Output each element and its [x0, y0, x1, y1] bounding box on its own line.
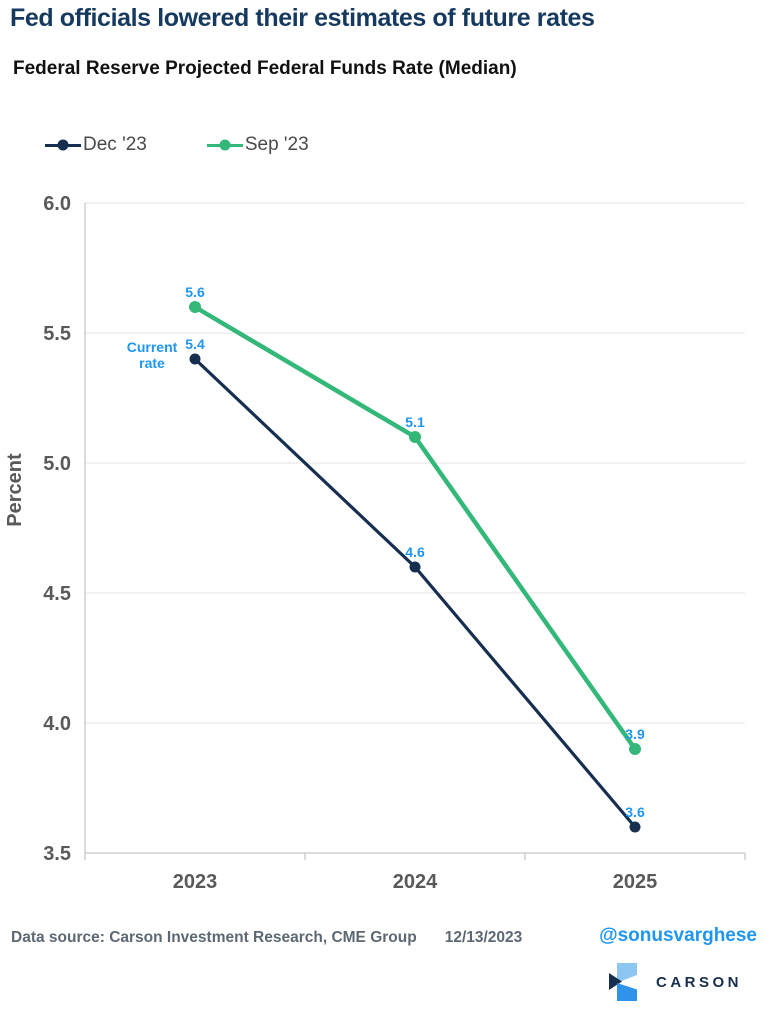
annotation-text: rate [139, 355, 165, 371]
data-point [189, 301, 201, 313]
carson-logo-text: CARSON [656, 973, 743, 991]
legend-marker-dot [219, 139, 231, 151]
y-tick-label: 4.0 [43, 713, 71, 735]
y-tick-label: 5.5 [43, 323, 71, 345]
data-date: 12/13/2023 [444, 929, 523, 946]
page-title: Fed officials lowered their estimates of… [10, 4, 595, 32]
data-point [409, 561, 421, 573]
y-tick-label: 3.5 [43, 843, 71, 865]
data-label: 5.1 [405, 414, 425, 430]
x-tick-label: 2024 [393, 871, 438, 893]
chart-subtitle: Federal Reserve Projected Federal Funds … [13, 58, 517, 79]
x-tick-label: 2025 [613, 871, 658, 893]
data-label: 5.4 [185, 336, 205, 352]
x-tick-label: 2023 [173, 871, 218, 893]
data-label: 3.9 [625, 726, 645, 742]
legend: Dec '23 Sep '23 [45, 134, 309, 156]
legend-marker-dot [57, 139, 69, 151]
y-tick-label: 4.5 [43, 583, 71, 605]
data-point [629, 743, 641, 755]
data-source-label: Data source: Carson Investment Research,… [11, 929, 417, 946]
legend-marker-line [45, 139, 81, 151]
annotation-text: Current [127, 339, 178, 355]
data-point [409, 431, 421, 443]
carson-logo-icon [609, 963, 637, 1001]
data-point [629, 821, 641, 833]
legend-item-dec-23: Dec '23 [45, 134, 147, 156]
data-label: 3.6 [625, 804, 645, 820]
data-label: 4.6 [405, 544, 425, 560]
legend-label: Dec '23 [83, 134, 147, 155]
y-axis-title: Percent [4, 453, 26, 527]
series-line-Sep '23 [193, 305, 637, 751]
data-point [189, 353, 201, 365]
y-tick-label: 6.0 [43, 193, 71, 215]
legend-item-sep-23: Sep '23 [206, 134, 309, 156]
legend-marker-line [206, 139, 243, 151]
y-tick-label: 5.0 [43, 453, 71, 475]
twitter-handle: @sonusvarghese [599, 925, 757, 946]
data-label: 5.6 [185, 284, 205, 300]
legend-label: Sep '23 [244, 134, 309, 155]
footer: Data source: Carson Investment Research,… [11, 929, 522, 947]
carson-logo: CARSON [607, 962, 742, 1002]
